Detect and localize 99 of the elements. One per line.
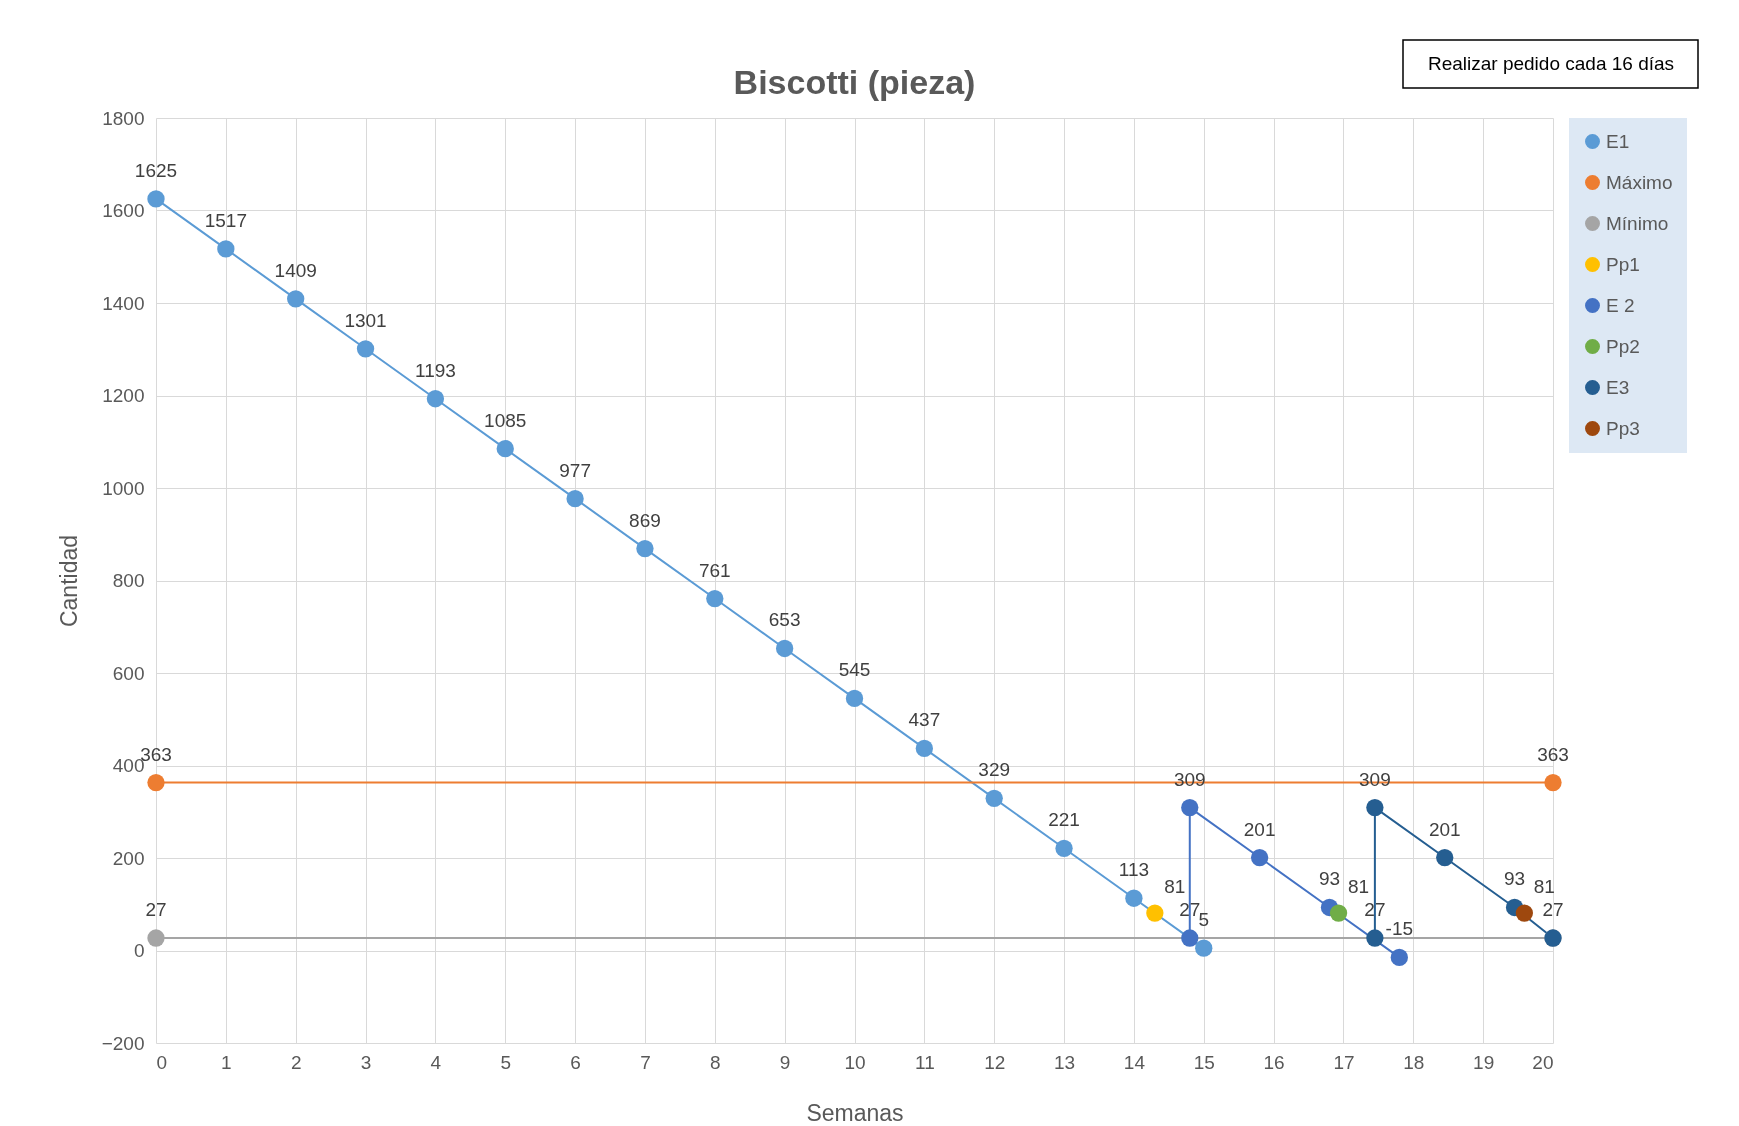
data-label: 1625 — [134, 159, 178, 181]
x-tick-label: 9 — [779, 1051, 791, 1073]
data-label: 545 — [838, 659, 871, 681]
data-label: 93 — [1504, 868, 1526, 890]
legend-label: E 2 — [1606, 294, 1635, 316]
data-label: 27 — [145, 899, 167, 921]
point — [287, 290, 305, 308]
point — [845, 689, 864, 708]
text: Realizar pedido cada 16 días — [1427, 53, 1675, 74]
point — [566, 489, 584, 508]
point — [1515, 904, 1534, 922]
y-tick-label: −200 — [101, 1032, 145, 1054]
y-tick-label: 1400 — [102, 292, 145, 314]
data-label: -15 — [1385, 918, 1414, 940]
point — [1366, 798, 1384, 817]
legend-label: E3 — [1606, 376, 1630, 398]
x-tick-label: 8 — [710, 1051, 721, 1073]
data-label: 761 — [698, 559, 731, 581]
y-tick-label: 1000 — [102, 477, 145, 499]
point — [1125, 889, 1143, 907]
x-tick-label: 14 — [1123, 1051, 1146, 1073]
legend-label: E1 — [1606, 130, 1630, 152]
point — [426, 390, 445, 408]
data-label: 437 — [908, 709, 941, 731]
point — [1181, 929, 1199, 947]
x-tick-label: 7 — [640, 1051, 651, 1073]
x-tick-label: 0 — [156, 1051, 168, 1073]
point — [1055, 839, 1073, 857]
point — [1390, 948, 1408, 967]
point — [636, 539, 654, 558]
point — [1146, 904, 1164, 922]
legend-label: Máximo — [1606, 171, 1673, 193]
point — [915, 739, 934, 758]
point — [356, 340, 375, 358]
point — [1195, 939, 1213, 957]
x-tick-label: 12 — [984, 1051, 1006, 1073]
point — [217, 240, 235, 258]
data-label: 329 — [978, 759, 1011, 781]
x-tick-label: 4 — [430, 1051, 442, 1073]
x-tick-label: 17 — [1333, 1051, 1355, 1073]
data-label: 201 — [1428, 818, 1461, 840]
data-label: 221 — [1048, 809, 1080, 831]
point — [1329, 904, 1348, 922]
data-label: 81 — [1533, 876, 1555, 898]
data-label: 81 — [1164, 876, 1186, 898]
x-tick-label: 13 — [1053, 1051, 1076, 1073]
point — [147, 190, 165, 208]
data-label: 1193 — [414, 359, 456, 381]
data-label: 5 — [1198, 909, 1210, 931]
point — [1544, 773, 1562, 792]
x-tick-label: 20 — [1532, 1051, 1554, 1073]
data-label: 113 — [1118, 859, 1150, 881]
y-tick-label: 0 — [133, 940, 145, 961]
point — [775, 639, 794, 658]
point — [1366, 929, 1384, 947]
point — [147, 773, 165, 792]
legend-label: Pp3 — [1606, 417, 1640, 439]
x-tick-label: 2 — [290, 1051, 302, 1073]
data-label: 653 — [768, 609, 801, 631]
point — [147, 929, 165, 947]
x-tick-label: 6 — [570, 1051, 581, 1073]
y-tick-label: 1200 — [102, 385, 145, 406]
data-label: 201 — [1243, 818, 1276, 840]
legend-label: Pp2 — [1606, 335, 1640, 357]
data-label: 869 — [629, 509, 661, 531]
y-tick-label: 600 — [112, 662, 145, 684]
chart-title: Biscotti (pieza) — [733, 63, 976, 102]
point — [1181, 798, 1199, 817]
data-label: 1085 — [484, 409, 527, 431]
data-label: 93 — [1318, 868, 1341, 890]
x-tick-label: 11 — [914, 1051, 935, 1073]
data-label: 363 — [1537, 743, 1569, 765]
y-axis-title: Cantidad — [55, 534, 82, 628]
point — [706, 589, 724, 608]
x-axis-title: Semanas — [806, 1099, 904, 1126]
y-tick-label: 800 — [112, 570, 145, 591]
data-label: 1517 — [204, 209, 247, 231]
point — [1250, 848, 1269, 867]
x-tick-label: 19 — [1473, 1051, 1495, 1073]
x-tick-label: 5 — [500, 1051, 512, 1073]
data-label: 1301 — [344, 309, 387, 331]
data-label: 81 — [1347, 876, 1370, 898]
x-tick-label: 1 — [221, 1051, 232, 1073]
y-tick-label: 200 — [112, 847, 145, 869]
x-tick-label: 18 — [1403, 1051, 1425, 1073]
point — [1436, 848, 1454, 867]
x-tick-label: 16 — [1263, 1051, 1285, 1073]
x-tick-label: 3 — [360, 1051, 372, 1073]
data-label: 1409 — [274, 259, 317, 281]
point — [985, 789, 1003, 807]
point — [496, 440, 514, 458]
x-tick-label: 15 — [1193, 1051, 1215, 1073]
x-tick-label: 10 — [844, 1051, 866, 1073]
y-tick-label: 1800 — [102, 107, 145, 129]
legend-label: Pp1 — [1606, 253, 1640, 275]
y-tick-label: 1600 — [102, 200, 145, 221]
data-label: 27 — [1542, 899, 1564, 921]
data-label: 977 — [559, 459, 591, 481]
legend-label: Mínimo — [1606, 212, 1669, 234]
